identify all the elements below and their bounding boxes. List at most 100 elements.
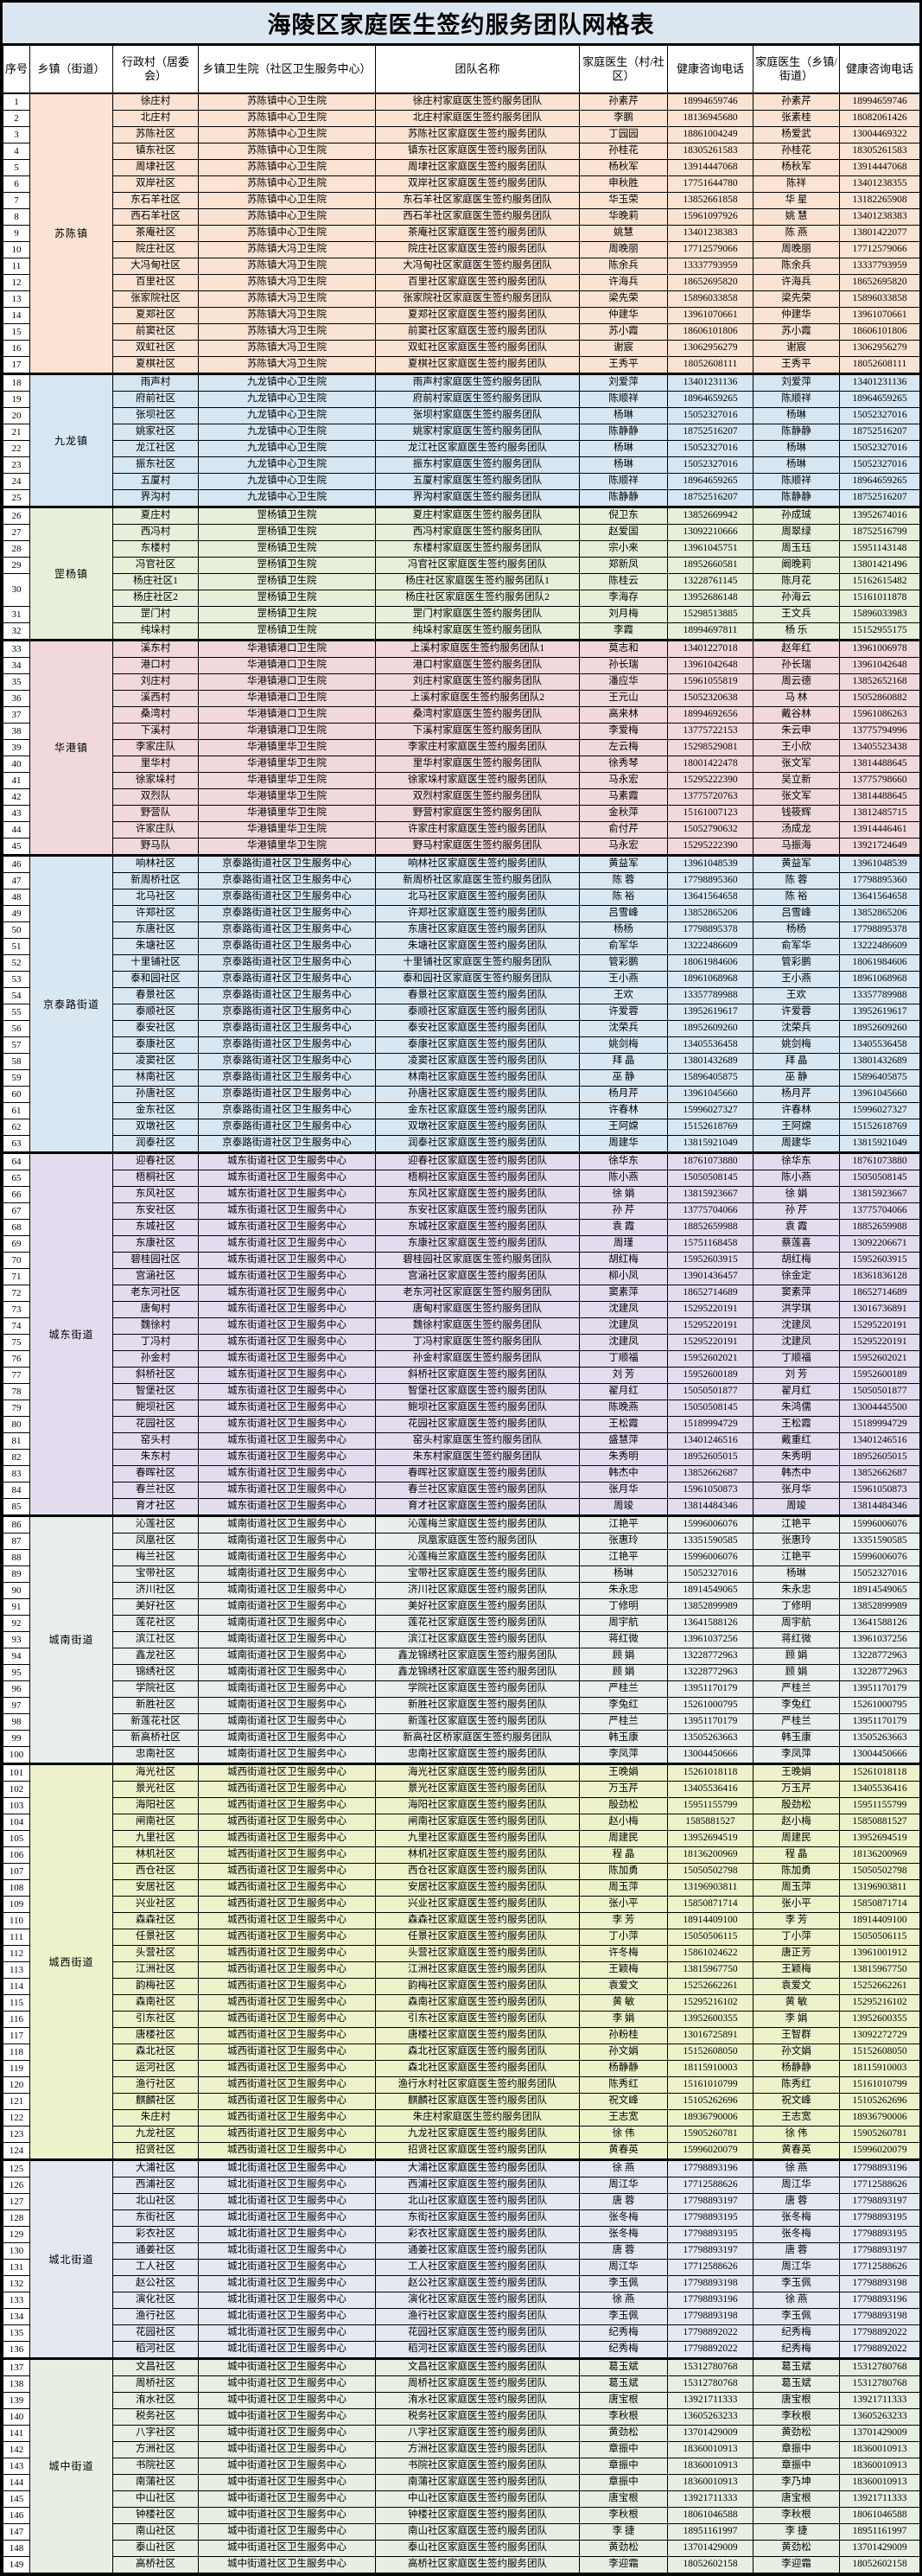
serial-cell: 119 (3, 2060, 30, 2077)
village-doctor-cell: 倪卫东 (579, 506, 668, 525)
town-phone-cell: 17798895378 (839, 921, 920, 939)
hospital-cell: 城西街道社区卫生服务中心 (198, 2109, 376, 2126)
table-row: 115 森南社区 城西街道社区卫生服务中心 森南社区家庭医生签约服务团队黄 敏 1529… (3, 1994, 920, 2012)
team-cell: 院庄社区家庭医生签约服务团队 (375, 241, 580, 258)
village-phone-cell: 18360010913 (667, 2458, 753, 2475)
team-cell: 许郑社区家庭医生签约服务团队 (375, 905, 580, 922)
team-cell: 李家庄村家庭医生签约服务团队 (375, 739, 580, 756)
village-doctor-cell: 宗小来 (579, 540, 668, 558)
village-doctor-cell: 徐 燕 (579, 2158, 668, 2177)
village-phone-cell: 15952602021 (667, 1350, 753, 1368)
village-phone-cell: 18936790006 (667, 2109, 753, 2126)
town-phone-cell: 18082061426 (839, 110, 920, 127)
town-doctor-cell: 纪秀梅 (753, 2341, 840, 2359)
town-doctor-cell: 殷劲松 (753, 1797, 840, 1814)
table-row: 98 新莲花社区 城南街道社区卫生服务中心 新莲社区家庭医生签约服务团队 严桂兰 1395… (3, 1713, 920, 1731)
village-cell: 东风社区 (112, 1186, 199, 1203)
table-row: 100 忠南社区 城南街道社区卫生服务中心 忠南社区家庭医生签约服务团队 李凤萍 1300… (3, 1746, 920, 1764)
hospital-cell: 城中街道社区卫生服务中心 (198, 2425, 376, 2442)
village-cell: 孙唐社区 (112, 1086, 199, 1103)
column-header: 乡镇（街道） (29, 45, 113, 94)
serial-cell: 69 (3, 1235, 30, 1253)
village-cell: 宝带社区 (112, 1565, 199, 1583)
village-cell: 春晖社区 (112, 1465, 199, 1482)
header-row: 序号 乡镇（街道） 行政村（居委会） 乡镇卫生院（社区卫生服务中心） 团队名称 家庭医生（… (3, 45, 920, 94)
hospital-cell: 城东街道社区卫生服务中心 (198, 1252, 376, 1269)
village-cell: 学院社区 (112, 1680, 199, 1698)
village-doctor-cell: 周瑾 (579, 1235, 668, 1253)
town-phone-cell: 17798892022 (839, 2341, 920, 2359)
hospital-cell: 城西街道社区卫生服务中心 (198, 1978, 376, 1995)
serial-cell: 48 (3, 889, 30, 906)
village-doctor-cell: 张冬梅 (579, 2209, 668, 2227)
town-doctor-cell: 杨琳 (753, 440, 840, 457)
town-phone-cell: 13801421496 (839, 557, 920, 574)
town-doctor-cell: 王松霞 (753, 1416, 840, 1433)
town-phone-cell: 15052327016 (839, 1565, 920, 1583)
village-doctor-cell: 丁园园 (579, 126, 668, 143)
team-cell: 桑湾村家庭医生签约服务团队 (375, 706, 580, 724)
serial-cell: 98 (3, 1713, 30, 1731)
serial-cell: 21 (3, 424, 30, 441)
village-cell: 海阳社区 (112, 1797, 199, 1814)
serial-cell: 122 (3, 2109, 30, 2126)
village-phone-cell: 15951155799 (667, 1797, 753, 1814)
village-phone-cell: 18964659265 (667, 473, 753, 490)
village-doctor-cell: 陈顺祥 (579, 391, 668, 408)
town-doctor-cell: 戴重红 (753, 1432, 840, 1450)
serial-cell: 2 (3, 110, 30, 127)
table-row: 108 安居社区 城西街道社区卫生服务中心 安居社区家庭医生签约服务团队 周玉萍 1319… (3, 1879, 920, 1897)
table-row: 82 朱东村 城东街道社区卫生服务中心 朱东村家庭医生签约服务团队 朱秀明 1895260… (3, 1449, 920, 1466)
village-doctor-cell: 张冬梅 (579, 2226, 668, 2243)
team-cell: 泰顺社区家庭医生签约服务团队 (375, 1004, 580, 1021)
team-cell: 周桥社区家庭医生签约服务团队 (375, 2375, 580, 2393)
village-cell: 东楼村 (112, 540, 199, 558)
team-cell: 东城社区家庭医生签约服务团队 (375, 1219, 580, 1236)
town-doctor-cell: 黄劲松 (753, 2425, 840, 2442)
town-phone-cell: 15951143148 (839, 540, 920, 558)
table-body: 1 苏陈镇 徐庄村 苏陈镇中心卫生院 徐庄村家庭医生签约服务团队 孙素芹 189946597… (3, 92, 920, 2573)
village-phone-cell: 17798895360 (667, 872, 753, 889)
team-cell: 麒麟社区家庭医生签约服务团队 (375, 2093, 580, 2110)
table-row: 134 渔行社区 城北街道社区卫生服务中心 渔行社区家庭医生签约服务团队 李玉佩 1779… (3, 2308, 920, 2325)
village-doctor-cell: 柳小凤 (579, 1268, 668, 1285)
town-doctor-cell: 李兔红 (753, 1697, 840, 1714)
village-doctor-cell: 周玉萍 (579, 1879, 668, 1897)
village-doctor-cell: 管彩鹏 (579, 954, 668, 972)
column-header: 团队名称 (375, 45, 580, 94)
town-doctor-cell: 陈秀红 (753, 2076, 840, 2094)
hospital-cell: 九龙镇中心卫生院 (198, 473, 376, 490)
hospital-cell: 华港镇港口卫生院 (198, 690, 376, 707)
table-row: 40 里华村 华港镇里华卫生院 里华村家庭医生签约服务团队 徐秀琴 18001422478… (3, 756, 920, 773)
table-row: 18 九龙镇 雨声村 九龙镇中心卫生院 雨声村家庭医生签约服务团队 刘爱萍 13401231… (3, 373, 920, 507)
village-doctor-cell: 盛慧萍 (579, 1432, 668, 1450)
hospital-cell: 苏陈镇大冯卫生院 (198, 307, 376, 324)
village-doctor-cell: 郑新凤 (579, 557, 668, 574)
town-doctor-cell: 周建华 (753, 1135, 840, 1153)
village-doctor-cell: 袁爱文 (579, 1978, 668, 1995)
village-cell: 杨庄社区2 (112, 590, 199, 607)
village-cell: 丁冯村 (112, 1334, 199, 1351)
hospital-cell: 城北街道社区卫生服务中心 (198, 2341, 376, 2359)
hospital-cell: 罡杨镇卫生院 (198, 557, 376, 574)
hospital-cell: 城中街道社区卫生服务中心 (198, 2458, 376, 2475)
town-doctor-cell: 孙长瑞 (753, 657, 840, 674)
serial-cell: 94 (3, 1648, 30, 1665)
town-doctor-cell: 王志宽 (753, 2109, 840, 2126)
team-cell: 凤凰家庭医生签约服务团队 (375, 1533, 580, 1550)
team-cell: 西浦社区家庭医生签约服务团队 (375, 2177, 580, 2194)
village-phone-cell: 18852659988 (667, 1219, 753, 1236)
village-doctor-cell: 纪秀梅 (579, 2324, 668, 2342)
town-doctor-cell: 袁爱文 (753, 1978, 840, 1995)
team-cell: 东街社区家庭医生签约服务团队 (375, 2209, 580, 2227)
town-phone-cell: 17712588626 (839, 2259, 920, 2276)
village-phone-cell: 15751168458 (667, 1235, 753, 1253)
hospital-cell: 华港镇里华卫生院 (198, 739, 376, 756)
village-phone-cell: 15896033858 (667, 290, 753, 308)
hospital-cell: 九龙镇中心卫生院 (198, 489, 376, 507)
town-phone-cell: 13062956279 (839, 340, 920, 357)
team-cell: 林南社区家庭医生签约服务团队 (375, 1069, 580, 1087)
town-doctor-cell: 徐 伟 (753, 2126, 840, 2143)
hospital-cell: 城东街道社区卫生服务中心 (198, 1186, 376, 1203)
village-doctor-cell: 胡红梅 (579, 1252, 668, 1269)
